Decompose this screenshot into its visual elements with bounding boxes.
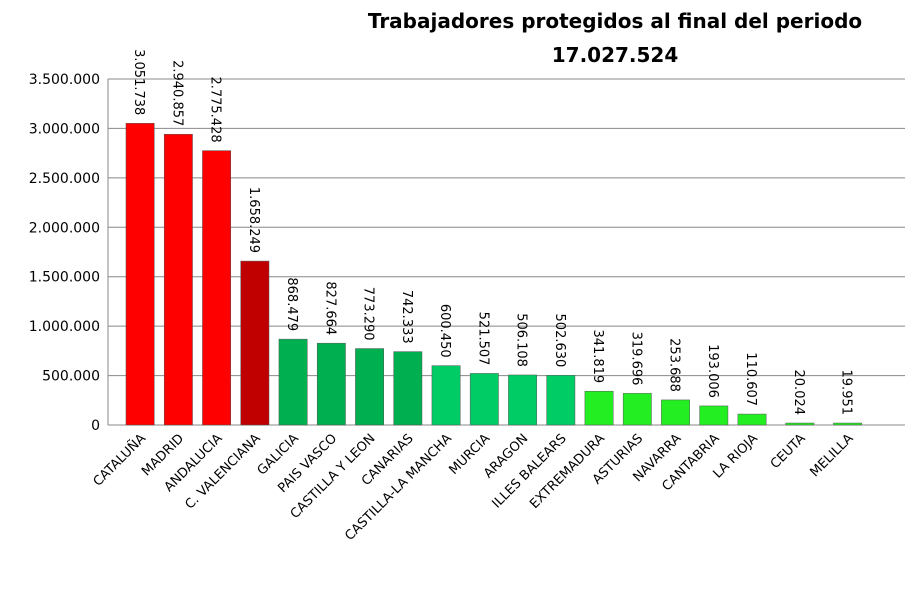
- chart-title: Trabajadores protegidos al final del per…: [368, 9, 862, 33]
- y-tick-label: 0: [91, 418, 100, 434]
- value-label: 1.658.249: [246, 187, 261, 253]
- value-label: 600.450: [437, 304, 452, 358]
- bar: [125, 123, 155, 426]
- y-tick-label: 3.000.000: [29, 121, 100, 137]
- value-label: 341.819: [590, 329, 605, 383]
- y-tick-label: 1.000.000: [29, 319, 100, 335]
- value-label: 319.696: [628, 332, 643, 386]
- value-label: 193.006: [705, 344, 720, 398]
- value-label: 2.775.428: [208, 76, 223, 142]
- bar: [240, 260, 270, 426]
- bar: [661, 399, 690, 426]
- bar: [699, 405, 729, 426]
- bar: [469, 373, 499, 426]
- bar: [202, 150, 232, 426]
- value-label: 827.664: [322, 281, 337, 335]
- bar: [508, 374, 537, 426]
- x-tick-label: MELILLA: [808, 431, 857, 480]
- bar: [163, 134, 193, 426]
- y-tick-label: 3.500.000: [29, 72, 100, 88]
- bar: [737, 413, 767, 426]
- bar: [584, 390, 614, 426]
- value-label: 3.051.738: [131, 49, 146, 115]
- value-label: 502.630: [552, 314, 567, 368]
- y-tick-label: 500.000: [42, 369, 100, 385]
- y-tick-label: 2.000.000: [29, 220, 100, 236]
- value-label: 2.940.857: [169, 60, 184, 126]
- chart-subtitle: 17.027.524: [552, 43, 679, 67]
- bar: [622, 393, 652, 426]
- y-tick-label: 1.500.000: [29, 270, 100, 286]
- bar: [833, 422, 863, 426]
- value-label: 253.688: [667, 338, 682, 392]
- x-tick-label: CEUTA: [768, 431, 809, 472]
- value-label: 110.607: [743, 352, 758, 406]
- value-label: 521.507: [475, 312, 490, 366]
- bar: [278, 338, 308, 426]
- x-tick-label: CATALUÑA: [90, 430, 149, 489]
- value-label: 20.024: [791, 370, 806, 416]
- bar: [316, 342, 346, 426]
- value-label: 506.108: [514, 313, 529, 367]
- value-label: 773.290: [361, 287, 376, 341]
- bar: [546, 375, 576, 426]
- value-label: 868.479: [284, 277, 299, 331]
- value-label: 19.951: [839, 370, 854, 416]
- bar: [785, 422, 815, 426]
- bar: [355, 348, 384, 426]
- value-label: 742.333: [399, 290, 414, 344]
- bar: [431, 365, 461, 426]
- y-tick-label: 2.500.000: [29, 171, 100, 187]
- bar: [393, 351, 423, 426]
